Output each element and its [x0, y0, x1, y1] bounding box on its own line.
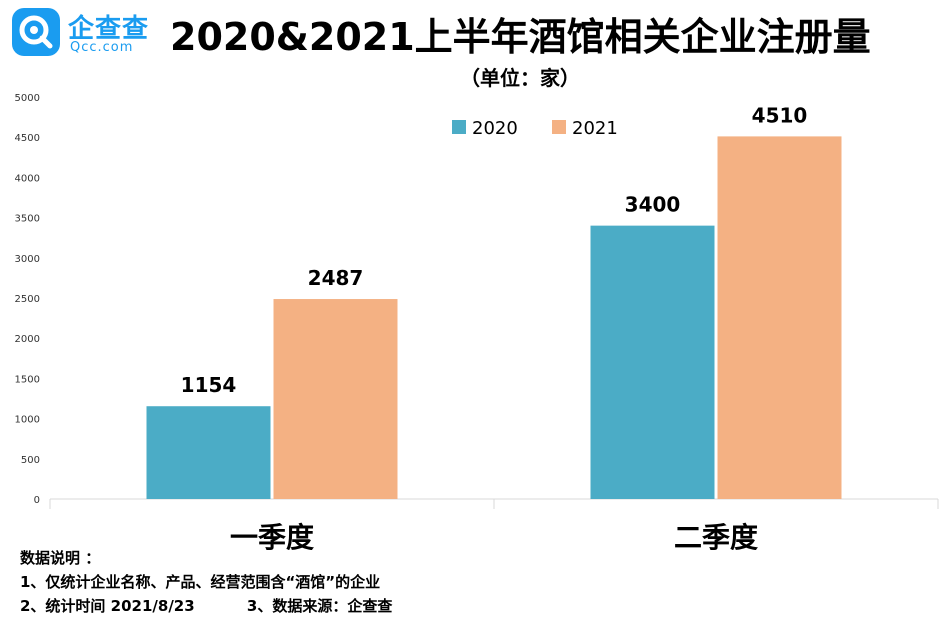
y-tick-label: 3500: [15, 214, 40, 225]
chart-subtitle: （单位：家）: [460, 66, 580, 90]
notes-line-2a: 2、统计时间 2021/8/23: [20, 597, 195, 615]
bar-2021: [717, 136, 842, 499]
y-tick-label: 5000: [15, 93, 40, 104]
category-label: 一季度: [230, 521, 314, 550]
logo-name: 企查查: [68, 14, 150, 44]
legend-swatch-2021: [552, 120, 566, 134]
bar-value-label: 1154: [181, 373, 237, 397]
bar-2020: [146, 406, 271, 499]
category-label: 二季度: [674, 521, 758, 550]
bar-value-label: 4510: [752, 103, 808, 127]
bar-value-label: 2487: [308, 266, 364, 290]
legend-label: 2021: [572, 118, 618, 139]
qcc-logo: 企查查 Qcc.com: [12, 8, 162, 60]
bar-2020: [590, 225, 715, 499]
y-tick-label: 4000: [15, 173, 40, 184]
y-tick-label: 2000: [15, 334, 40, 345]
y-tick-label: 1000: [15, 415, 40, 426]
y-tick-label: 0: [34, 495, 40, 506]
y-tick-label: 3000: [15, 254, 40, 265]
y-tick-label: 4500: [15, 133, 40, 144]
notes-line-1: 1、仅统计企业名称、产品、经营范围含“酒馆”的企业: [20, 573, 381, 591]
notes-line-2b: 3、数据来源：企查查: [246, 597, 393, 615]
chart-title: 2020&2021上半年酒馆相关企业注册量: [170, 15, 871, 59]
legend-label: 2020: [472, 118, 518, 139]
logo-domain: Qcc.com: [70, 40, 134, 55]
data-notes: 数据说明 ： 1、仅统计企业名称、产品、经营范围含“酒馆”的企业 2、统计时间 …: [20, 546, 392, 618]
legend-swatch-2020: [452, 120, 466, 134]
notes-line-2: 2、统计时间 2021/8/23 3、数据来源：企查查: [20, 594, 392, 618]
y-tick-label: 1500: [15, 374, 40, 385]
bar-value-label: 3400: [625, 193, 681, 217]
notes-heading: 数据说明 ：: [20, 549, 101, 567]
y-tick-label: 2500: [15, 294, 40, 305]
qcc-logo-icon: [12, 8, 60, 56]
y-tick-label: 500: [21, 455, 40, 466]
bar-2021: [273, 299, 398, 499]
bar-chart: 0 500 1000 1500 2000 2500 3000 3500 4000 4500 5000…: [15, 93, 939, 550]
